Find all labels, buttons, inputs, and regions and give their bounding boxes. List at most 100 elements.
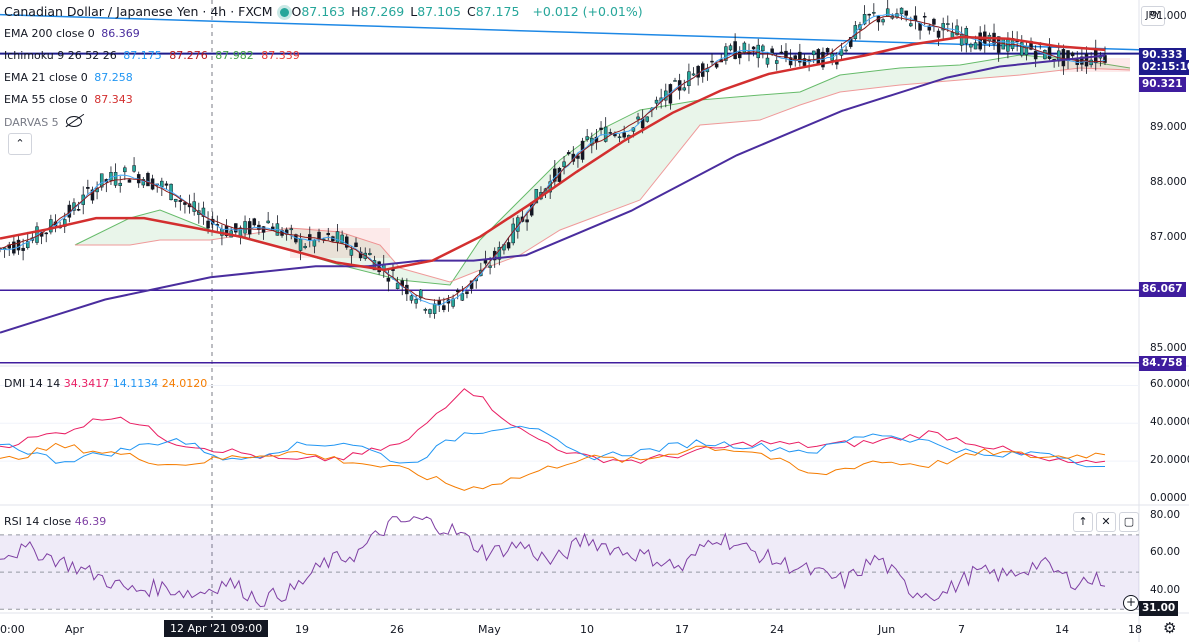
candle-body xyxy=(86,186,90,189)
candle-body xyxy=(506,242,511,249)
time-tick-label: 18 xyxy=(1128,623,1142,636)
candle-body xyxy=(358,251,363,259)
ema21-value: 87.258 xyxy=(94,71,133,84)
candle-body xyxy=(742,42,747,53)
candle-body xyxy=(751,46,756,50)
candle-body xyxy=(636,116,640,120)
ema200-legend[interactable]: EMA 200 close 0 86.369 xyxy=(4,27,144,40)
candle-body xyxy=(266,220,270,224)
ohlc-values: O87.163 H87.269 L87.105 C87.175 xyxy=(292,4,526,19)
candle-body xyxy=(340,234,344,244)
candle-body xyxy=(645,116,650,122)
currency-button[interactable]: JPY xyxy=(1141,6,1165,26)
time-tick-label: May xyxy=(478,623,501,636)
candle-body xyxy=(599,127,603,130)
candle-body xyxy=(765,57,770,65)
hidden-eye-icon[interactable] xyxy=(65,116,82,127)
candle-body xyxy=(234,223,238,233)
candle-body xyxy=(483,259,488,264)
candle-body xyxy=(973,42,978,50)
dmi-legend[interactable]: DMI 14 14 34.3417 14.1134 24.0120 xyxy=(4,377,207,390)
dmi-tick-label: 20.0000 xyxy=(1150,454,1189,467)
candle-body xyxy=(465,291,469,295)
candle-body xyxy=(816,49,821,66)
time-tick-label: Apr xyxy=(65,623,85,636)
candle-body xyxy=(1006,39,1010,52)
candle-body xyxy=(562,161,566,167)
candle-body xyxy=(724,46,728,61)
darvas-legend[interactable]: DARVAS 5 xyxy=(4,115,85,129)
candle-body xyxy=(252,218,257,226)
candle-body xyxy=(16,239,21,251)
candle-body xyxy=(127,179,132,183)
candle-body xyxy=(160,180,164,187)
ichimoku-label: Ichimoku 9 26 52 26 xyxy=(4,49,117,62)
candle-body xyxy=(414,299,418,304)
candle-body xyxy=(784,50,788,59)
price-tick-label: 89.000 xyxy=(1150,120,1187,133)
candle-body xyxy=(432,303,437,314)
move-pane-up-button[interactable]: ↑ xyxy=(1073,512,1093,532)
candle-body xyxy=(862,14,867,25)
candle-body xyxy=(118,182,122,186)
candle-body xyxy=(386,277,391,282)
candle-body xyxy=(553,168,557,182)
candle-body xyxy=(354,242,358,247)
candle-body xyxy=(585,136,589,140)
candle-body xyxy=(368,252,372,255)
candle-body xyxy=(437,300,441,305)
ema55-line xyxy=(0,35,1106,272)
ema21-legend[interactable]: EMA 21 close 0 87.258 xyxy=(4,71,137,84)
candle-body xyxy=(909,23,913,27)
symbol-title[interactable]: Canadian Dollar / Japanese Yen · 4h · FX… xyxy=(4,4,273,19)
candle-body xyxy=(1043,50,1047,60)
adx-line xyxy=(0,442,1106,491)
price-tag: 02:15:10 xyxy=(1139,59,1189,75)
candle-body xyxy=(247,221,252,235)
candle-body xyxy=(946,23,950,25)
close-pane-button[interactable]: ✕ xyxy=(1096,512,1116,532)
collapse-legend-button[interactable]: ⌃ xyxy=(8,133,32,155)
candle-body xyxy=(395,282,400,289)
market-open-icon xyxy=(279,8,289,17)
candle-body xyxy=(423,308,428,311)
symbol-legend: Canadian Dollar / Japanese Yen · 4h · FX… xyxy=(4,4,646,19)
candle-body xyxy=(1033,50,1038,60)
dmi-value-2: 14.1134 xyxy=(112,377,159,390)
candle-body xyxy=(109,172,113,181)
candle-body xyxy=(123,167,127,173)
candle-body xyxy=(844,49,848,52)
time-tick-label: 24 xyxy=(770,623,784,636)
rsi-legend[interactable]: RSI 14 close 46.39 xyxy=(4,515,106,528)
price-tag: 90.321 xyxy=(1139,77,1186,93)
candle-body xyxy=(525,219,529,223)
crosshair-time-label: 12 Apr '21 09:00 xyxy=(164,620,269,637)
add-alert-icon[interactable]: + xyxy=(1123,595,1139,611)
candle-body xyxy=(303,245,307,248)
price-tag: 90.333 xyxy=(1139,47,1186,63)
candle-body xyxy=(825,48,830,53)
candle-body xyxy=(673,80,677,82)
candle-body xyxy=(608,132,613,134)
candle-body xyxy=(409,295,414,301)
ema200-line xyxy=(0,54,1106,334)
candle-body xyxy=(969,43,973,48)
rsi-crosshair-tag: 31.00 xyxy=(1139,601,1179,617)
candle-body xyxy=(1070,52,1075,57)
candle-body xyxy=(774,60,779,64)
time-tick-label: 14 xyxy=(1055,623,1069,636)
candle-body xyxy=(451,298,455,307)
dmi-label: DMI 14 14 xyxy=(4,377,61,390)
gear-icon[interactable]: ⚙ xyxy=(1163,619,1177,637)
dmi-value-3: 24.0120 xyxy=(161,377,208,390)
rsi-value: 46.39 xyxy=(74,515,107,528)
ichimoku-value-2: 87.276 xyxy=(169,49,208,62)
ichimoku-value-1: 87.175 xyxy=(123,49,162,62)
ema55-legend[interactable]: EMA 55 close 0 87.343 xyxy=(4,93,137,106)
maximize-pane-button[interactable]: ▢ xyxy=(1119,512,1139,532)
candle-body xyxy=(756,44,760,59)
ichimoku-legend[interactable]: Ichimoku 9 26 52 26 87.175 87.276 87.982… xyxy=(4,49,304,62)
ohlc-c: C87.175 xyxy=(466,4,520,19)
candle-body xyxy=(90,189,95,201)
